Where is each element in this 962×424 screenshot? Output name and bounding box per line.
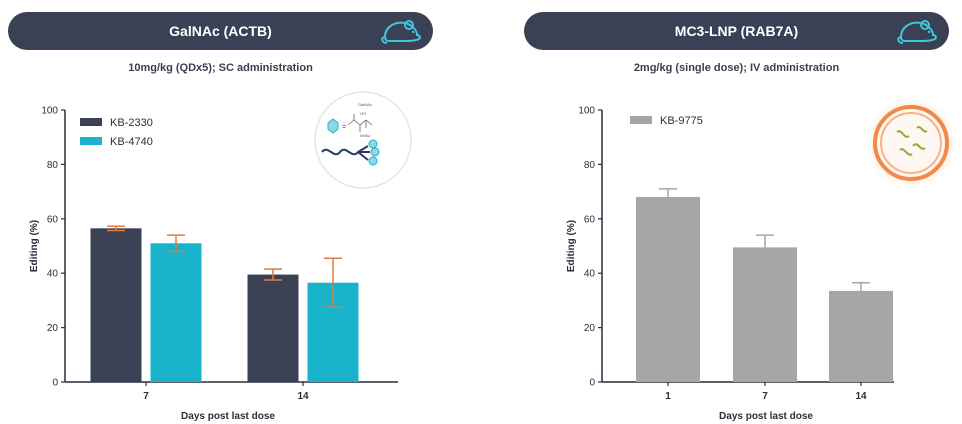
y-axis-title: Editing (%) [29,220,40,272]
graphic-label-nhac: NHAc [360,133,370,138]
bar [733,247,797,382]
chart-right: 0 20 40 60 80 100 Editing (%) Days post last do… [566,95,954,422]
y-axis-title: Editing (%) [566,220,577,272]
svg-text:=: = [342,124,346,131]
y-tick-label: 40 [47,269,59,280]
plot-area: 0 20 40 60 80 100 Editing (%) Days post last do… [566,106,894,422]
graphic-label-oh: OH [360,111,366,116]
panel-subtitle: 10mg/kg (QDx5); SC administration [128,62,313,74]
x-tick-label: 14 [855,391,867,402]
legend-label: KB-9775 [660,115,703,127]
y-tick-label: 100 [41,106,58,117]
y-tick-label: 80 [47,160,59,171]
y-tick-label: 100 [578,106,595,117]
mouse-icon [897,20,937,44]
banner-title: MC3-LNP (RAB7A) [674,23,799,39]
x-tick-label: 1 [665,391,671,402]
y-tick-label: 0 [52,378,58,389]
legend-label: KB-4740 [110,136,153,148]
galnac-panel: GalNAc (ACTB) 10mg/kg (QDx5); SC adminis… [8,0,438,424]
legend-label: KB-2330 [110,117,153,129]
y-tick-label: 40 [584,269,596,280]
lipid-nanoparticle-illustration [863,95,954,191]
mouse-icon [381,20,421,44]
legend-swatch [80,118,102,126]
x-tick-label: 14 [297,391,309,402]
bar [829,290,893,382]
plot-area: 0 20 40 60 80 100 Editing (%) Days post last do… [29,106,398,422]
legend-swatch [630,116,652,124]
mc3-lnp-panel: MC3-LNP (RAB7A) 2mg/kg (single dose); IV… [524,0,954,424]
panel-banner: GalNAc (ACTB) [8,12,433,50]
chart-left: GalNAc OH NHAc = 0 20 40 60 80 100 Editing (%)… [29,91,412,422]
y-tick-label: 80 [584,160,596,171]
y-tick-label: 0 [589,378,595,389]
panel-subtitle: 2mg/kg (single dose); IV administration [633,62,840,74]
graphic-label-galnac: GalNAc [358,102,372,107]
x-tick-label: 7 [143,391,149,402]
x-axis-title: Days post last dose [719,411,813,422]
y-tick-label: 20 [584,323,596,334]
x-axis-title: Days post last dose [181,411,275,422]
bar [247,274,299,382]
banner-title: GalNAc (ACTB) [169,23,272,39]
y-tick-label: 60 [47,214,59,225]
panel-banner: MC3-LNP (RAB7A) [524,12,949,50]
y-tick-label: 20 [47,323,59,334]
legend-swatch [80,137,102,145]
bar [90,228,142,382]
bar [150,243,202,382]
bar [636,197,700,382]
x-tick-label: 7 [762,391,768,402]
y-tick-label: 60 [584,214,596,225]
galnac-conjugate-illustration: GalNAc OH NHAc = [314,91,412,189]
